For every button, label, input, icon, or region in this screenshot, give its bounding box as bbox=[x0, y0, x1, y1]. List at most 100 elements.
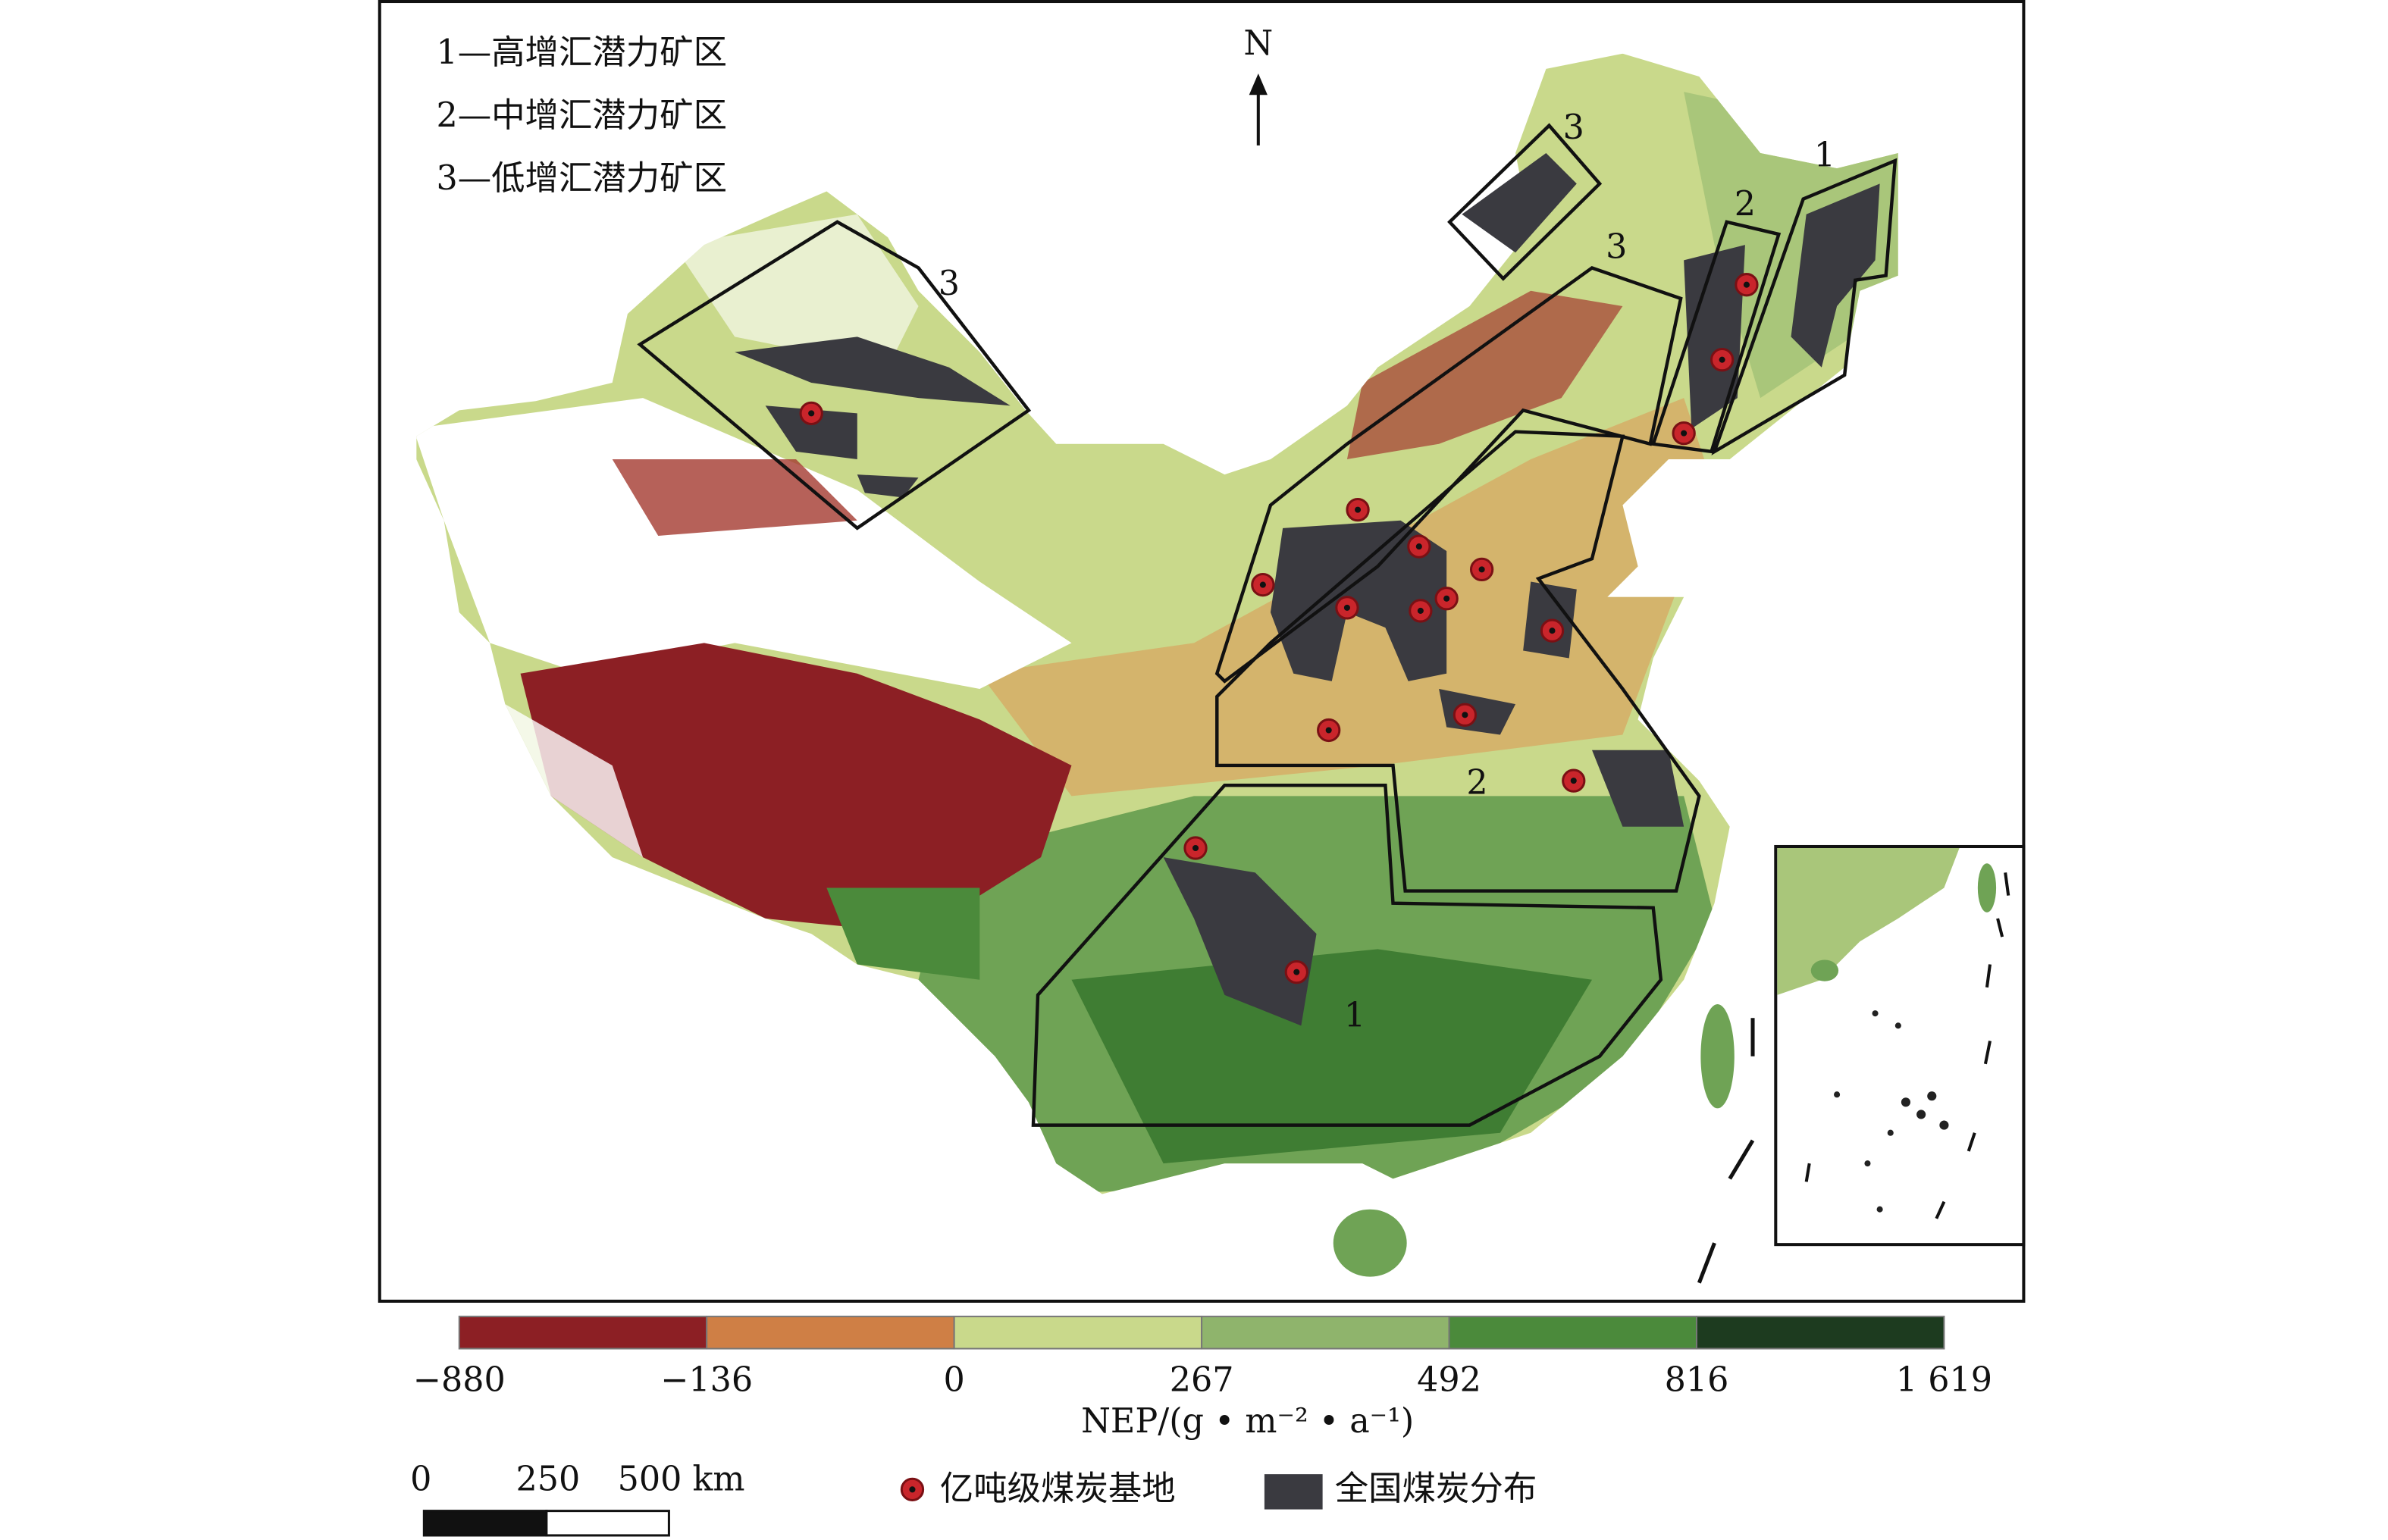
taiwan bbox=[1700, 1004, 1735, 1109]
dash bbox=[1996, 918, 2004, 937]
north-label: N bbox=[1243, 24, 1273, 63]
dash bbox=[1966, 1132, 1976, 1152]
scale-bar: 0 250 500 km bbox=[410, 1460, 745, 1537]
coal-patch bbox=[735, 336, 1011, 406]
colorbar: −880 −136 0 267 492 816 1 619 bbox=[413, 1316, 1992, 1399]
inset-dashes bbox=[1804, 872, 2010, 1219]
zone-legend-line: 3—低增汇潜力矿区 bbox=[436, 159, 727, 198]
zone-label: 2 bbox=[1735, 185, 1756, 224]
colorbar-tick-label: 1 619 bbox=[1896, 1360, 1992, 1399]
zone-1-sw bbox=[1031, 783, 1663, 1127]
zone-1-ne bbox=[1711, 158, 1898, 455]
legend-label: 亿吨级煤炭基地 bbox=[940, 1470, 1176, 1508]
scale-white bbox=[545, 1510, 670, 1537]
map-legend: 亿吨级煤炭基地 全国煤炭分布 bbox=[900, 1470, 1537, 1510]
coal-patch bbox=[857, 474, 919, 498]
zone-labels: 3 3 1 2 3 2 1 bbox=[939, 108, 1835, 1035]
coal-base-center bbox=[1743, 281, 1750, 288]
island bbox=[1834, 1091, 1841, 1098]
coal-base-center bbox=[1259, 581, 1266, 588]
coal-base-center bbox=[1719, 356, 1725, 363]
zone-2-ne bbox=[1650, 220, 1782, 454]
colorbar-tick-label: 492 bbox=[1417, 1360, 1481, 1399]
zone-legend-line: 2—中增汇潜力矿区 bbox=[436, 96, 727, 135]
coal-base-center bbox=[1462, 712, 1468, 718]
coal-base-center bbox=[1325, 727, 1332, 734]
zone-legend-line: 1—高增汇潜力矿区 bbox=[436, 33, 727, 72]
island bbox=[1927, 1091, 1937, 1101]
raster-red-ne bbox=[1346, 290, 1623, 459]
colorbar-tick-label: 0 bbox=[944, 1360, 965, 1399]
dash bbox=[1983, 1041, 1992, 1065]
dash bbox=[1935, 1200, 1946, 1219]
colorbar-tick-label: 816 bbox=[1665, 1360, 1729, 1399]
coal-base-center bbox=[1549, 628, 1556, 634]
scale-label: 0 bbox=[410, 1460, 431, 1499]
island bbox=[1876, 1206, 1883, 1213]
colorbar-segment bbox=[706, 1316, 955, 1350]
zone-label: 3 bbox=[1606, 228, 1627, 267]
base-symbol-center bbox=[909, 1486, 916, 1493]
coal-base-center bbox=[1570, 778, 1577, 784]
coal-patch bbox=[1791, 183, 1880, 368]
zone-3-ne bbox=[1447, 123, 1603, 281]
island bbox=[1916, 1110, 1926, 1119]
island bbox=[1894, 1022, 1901, 1029]
colorbar-tick-label: −136 bbox=[660, 1360, 753, 1399]
zone-label: 1 bbox=[1814, 136, 1835, 175]
colorbar-title: NEP/(g • m⁻² • a⁻¹) bbox=[1081, 1402, 1414, 1441]
inset-land bbox=[1777, 848, 1960, 995]
legend-label: 全国煤炭分布 bbox=[1335, 1470, 1537, 1508]
coal-base-center bbox=[1443, 595, 1450, 602]
coal-patch bbox=[765, 405, 857, 459]
coal-patch bbox=[1270, 520, 1447, 681]
boundary-dashes bbox=[1697, 1018, 1755, 1284]
coal-bases bbox=[799, 273, 1759, 984]
coal-base-center bbox=[1681, 430, 1688, 437]
dash bbox=[1985, 964, 1992, 988]
mining-zones bbox=[637, 123, 1898, 1127]
colorbar-tick-label: −880 bbox=[413, 1360, 506, 1399]
zone-2-central bbox=[1215, 430, 1701, 893]
colorbar-segment bbox=[458, 1316, 708, 1350]
zone-label: 1 bbox=[1344, 997, 1365, 1035]
inset-islands bbox=[1834, 1010, 1949, 1213]
coal-patch bbox=[1684, 245, 1745, 429]
island bbox=[1887, 1129, 1894, 1136]
raster-tibet bbox=[520, 643, 1072, 934]
colorbar-segment bbox=[1201, 1316, 1450, 1350]
island bbox=[1872, 1010, 1879, 1017]
dash bbox=[2004, 872, 2010, 896]
dash bbox=[1728, 1139, 1755, 1180]
coal-patch bbox=[1592, 750, 1684, 827]
colorbar-segment bbox=[1695, 1316, 1945, 1350]
dash bbox=[1697, 1242, 1716, 1284]
coal-base-center bbox=[808, 410, 815, 417]
raster-green-sw bbox=[826, 887, 980, 980]
coal-base-center bbox=[1415, 543, 1422, 550]
inset bbox=[1774, 844, 2026, 1247]
zone-3-nw bbox=[637, 220, 1032, 531]
colorbar-segment bbox=[1448, 1316, 1697, 1350]
coal-base-center bbox=[1192, 844, 1199, 852]
zone-legend: 1—高增汇潜力矿区 2—中增汇潜力矿区 3—低增汇潜力矿区 bbox=[436, 33, 727, 198]
scale-label: 500 km bbox=[618, 1460, 745, 1499]
island bbox=[1901, 1097, 1910, 1107]
zone-label: 3 bbox=[1563, 108, 1584, 147]
coal-base-center bbox=[1478, 566, 1485, 573]
zone-label: 3 bbox=[939, 264, 960, 303]
inset-hainan bbox=[1810, 959, 1839, 981]
island bbox=[1864, 1160, 1871, 1167]
hainan bbox=[1333, 1209, 1407, 1277]
raster-white-nw bbox=[673, 214, 919, 368]
dash bbox=[1804, 1163, 1811, 1182]
coal-base-center bbox=[1417, 607, 1424, 614]
coal-patch bbox=[1163, 857, 1317, 1026]
zone-label: 2 bbox=[1466, 764, 1487, 803]
coal-symbol bbox=[1264, 1474, 1323, 1510]
coal-distribution bbox=[735, 152, 1880, 1026]
coal-base-center bbox=[1355, 506, 1362, 513]
north-head bbox=[1249, 73, 1268, 95]
